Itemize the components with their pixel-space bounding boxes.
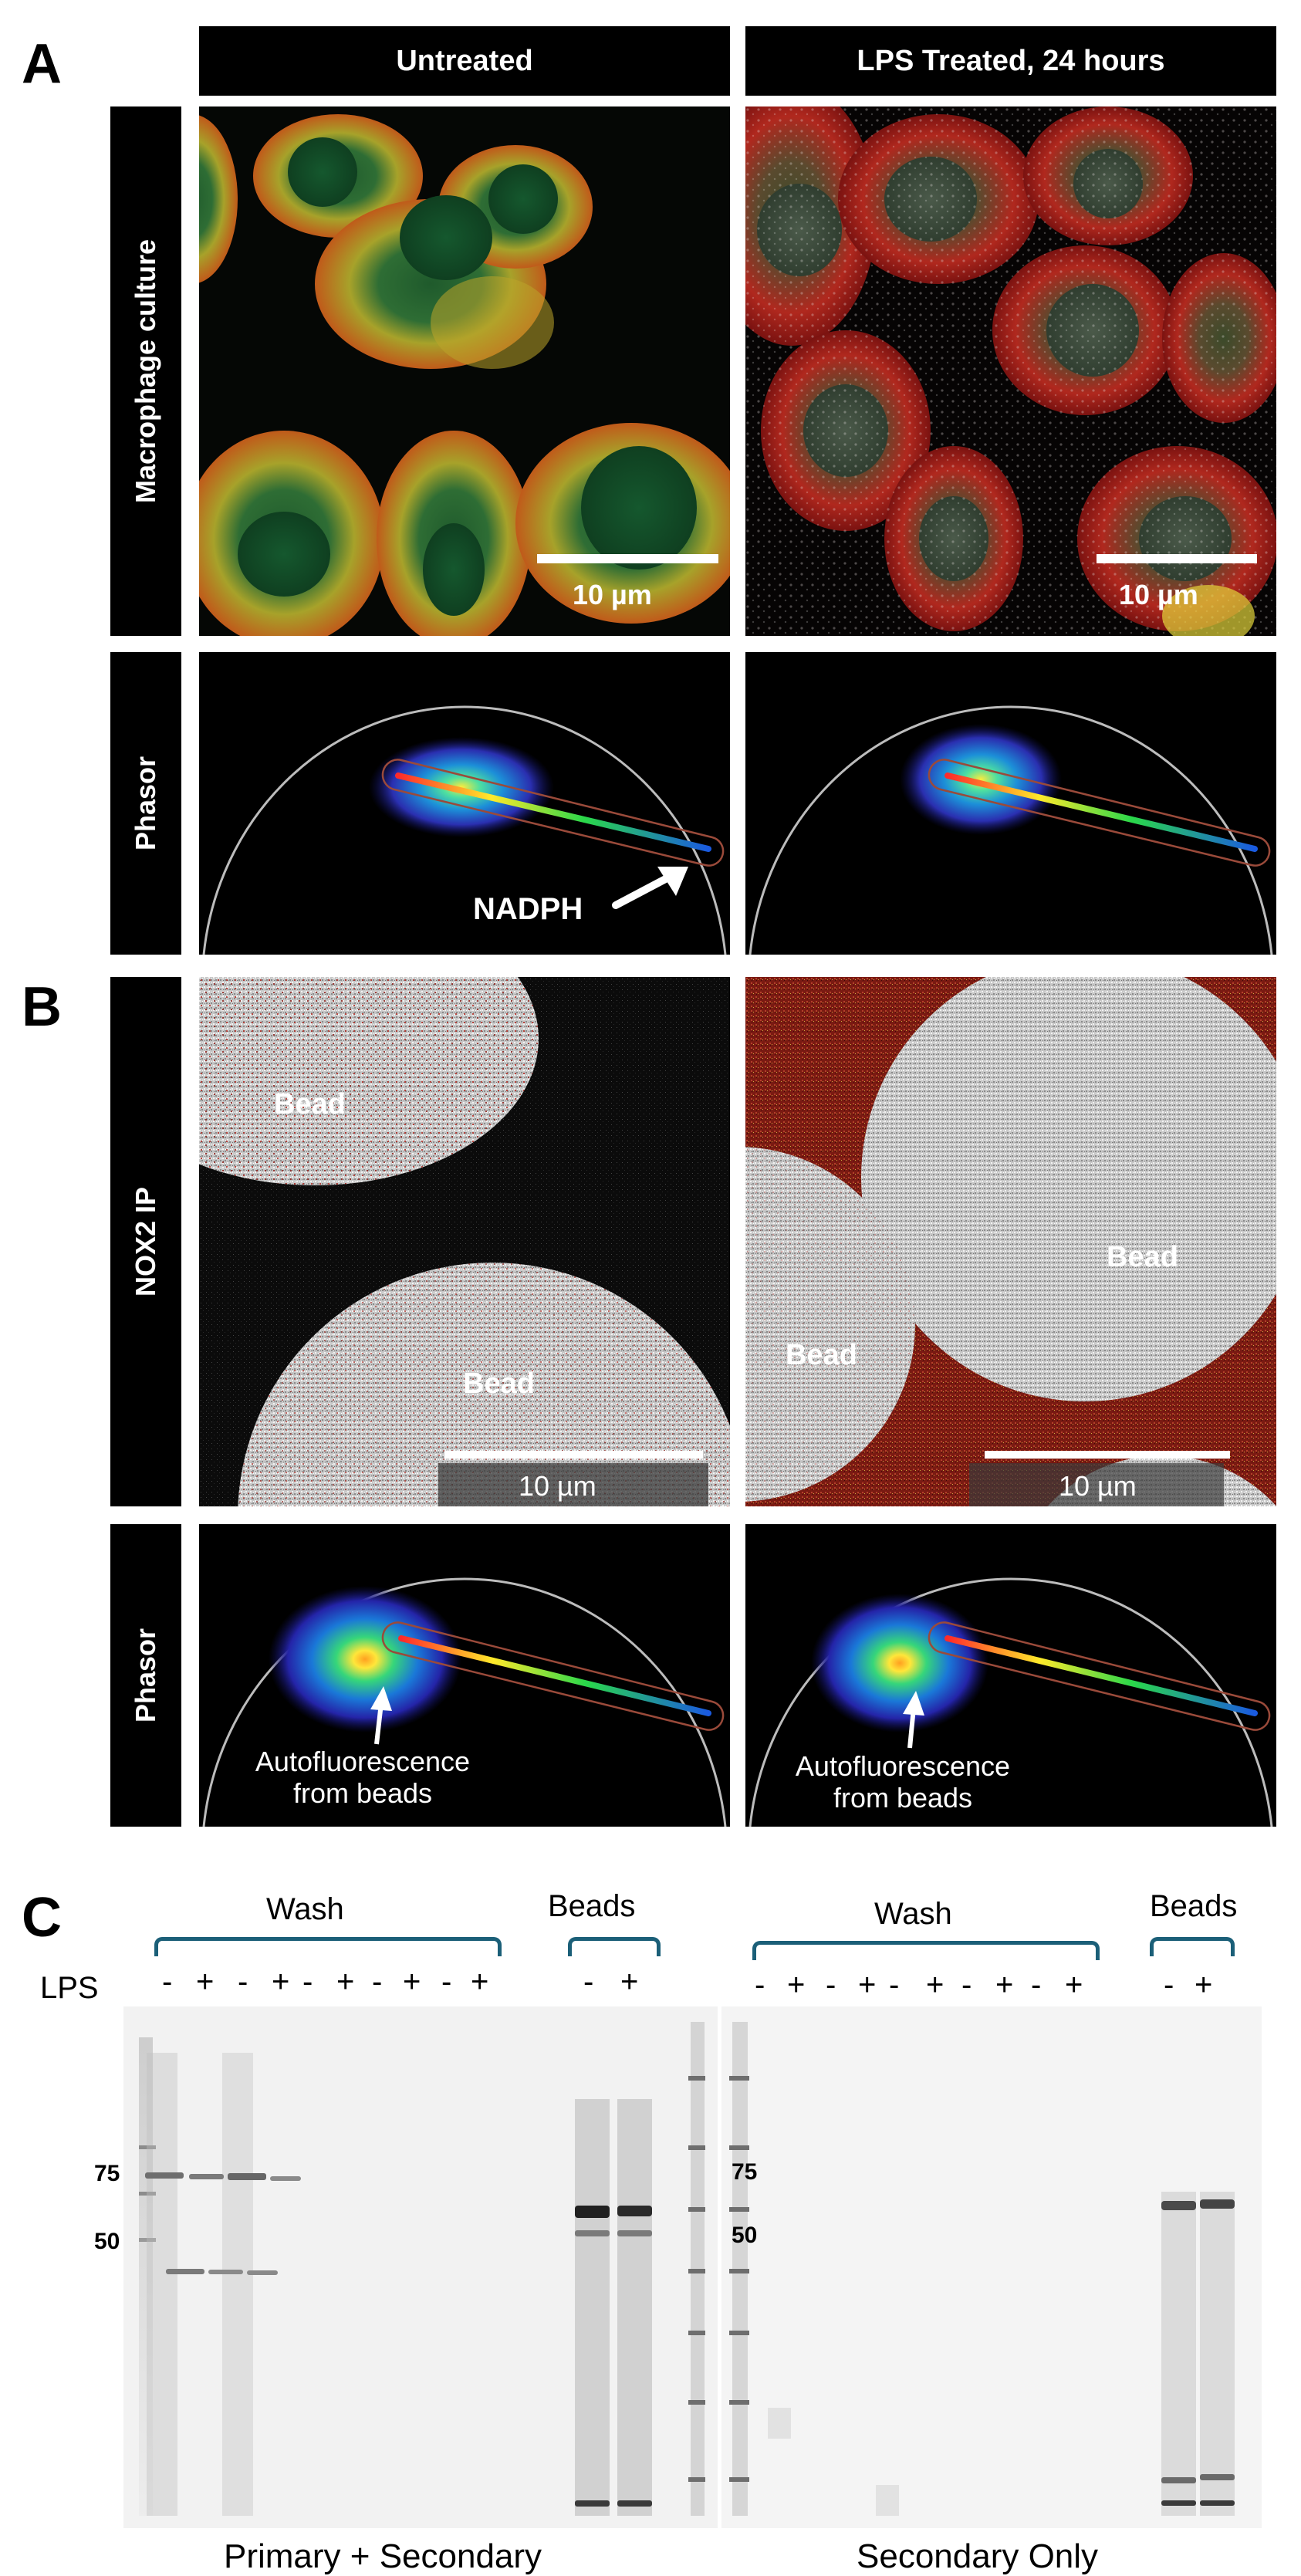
lane-sign: + <box>995 1968 1014 2002</box>
lane-sign: + <box>1065 1968 1083 2002</box>
lane-sign: - <box>826 1968 836 2002</box>
scale-bar-label: 10 µm <box>1059 1470 1137 1502</box>
mw-marker-50: 50 <box>732 2223 758 2248</box>
western-blot-primary-secondary <box>123 2006 718 2528</box>
macrophage-image-untreated <box>199 106 730 636</box>
lane-sign: + <box>403 1965 421 1999</box>
lps-label: LPS <box>40 1971 99 2005</box>
lane-sign: + <box>1195 1968 1213 2002</box>
phasor-plot-untreated <box>199 1524 730 1827</box>
lane-sign: - <box>1164 1968 1174 2002</box>
bead-label: Bead <box>1107 1241 1178 1273</box>
western-blot-secondary-only <box>721 2006 1262 2528</box>
wash-bracket <box>752 1941 1100 1960</box>
autofluorescence-label: Autofluorescence from beads <box>255 1746 471 1810</box>
column-header-untreated: Untreated <box>199 26 730 96</box>
wash-label: Wash <box>266 1892 344 1926</box>
nadph-label: NADPH <box>473 892 583 926</box>
scale-bar-label: 10 µm <box>519 1470 596 1502</box>
beads-label: Beads <box>548 1889 636 1923</box>
lane-sign: - <box>441 1965 452 1999</box>
lane-sign: + <box>858 1968 877 2002</box>
mw-marker-75: 75 <box>732 2159 758 2185</box>
beads-label: Beads <box>1150 1889 1238 1923</box>
lane-sign: - <box>755 1968 765 2002</box>
autofluorescence-label: Autofluorescence from beads <box>795 1750 1011 1814</box>
mw-marker-50: 50 <box>94 2229 120 2254</box>
bead-label: Bead <box>786 1339 857 1371</box>
lane-sign: + <box>471 1965 489 1999</box>
beads-bracket <box>1150 1937 1235 1956</box>
phasor-plot-lps <box>745 1524 1276 1827</box>
gel-caption-secondary-only: Secondary Only <box>857 2537 1099 2575</box>
mw-marker-75: 75 <box>94 2161 120 2186</box>
phasor-plot-lps <box>745 652 1276 955</box>
lane-sign: + <box>620 1965 639 1999</box>
panel-letter-c: C <box>22 1887 62 1949</box>
row-header-nox2-ip: NOX2 IP <box>110 977 181 1506</box>
phasor-plot-untreated <box>199 652 730 955</box>
lane-sign: + <box>787 1968 806 2002</box>
lane-sign: - <box>372 1965 383 1999</box>
row-header-phasor-a: Phasor <box>110 652 181 955</box>
gel-caption-primary-secondary: Primary + Secondary <box>224 2537 542 2575</box>
lane-sign: - <box>583 1965 594 1999</box>
lane-sign: + <box>196 1965 215 1999</box>
wash-bracket <box>154 1937 502 1956</box>
wash-label: Wash <box>874 1897 952 1931</box>
nox2-ip-image-untreated <box>199 977 730 1506</box>
lane-sign: - <box>302 1965 313 1999</box>
lane-sign: - <box>1031 1968 1042 2002</box>
bead-label: Bead <box>274 1088 346 1121</box>
panel-letter-a: A <box>22 33 62 95</box>
macrophage-image-lps <box>745 106 1276 636</box>
beads-bracket <box>568 1937 661 1956</box>
lane-sign: + <box>926 1968 944 2002</box>
panel-letter-b: B <box>22 976 62 1038</box>
row-header-phasor-b: Phasor <box>110 1524 181 1827</box>
lane-sign: - <box>961 1968 972 2002</box>
lane-sign: - <box>889 1968 900 2002</box>
lane-sign: - <box>238 1965 248 1999</box>
lane-sign: + <box>336 1965 355 1999</box>
row-header-macrophage-culture: Macrophage culture <box>110 106 181 636</box>
lane-sign: + <box>272 1965 290 1999</box>
lane-sign: - <box>162 1965 173 1999</box>
nadph-arrow-icon <box>610 860 694 914</box>
bead-label: Bead <box>463 1367 535 1400</box>
scale-bar-label: 10 µm <box>1119 579 1198 610</box>
scale-bar-label: 10 µm <box>573 579 652 610</box>
column-header-lps-treated: LPS Treated, 24 hours <box>745 26 1276 96</box>
nox2-ip-image-lps <box>745 977 1276 1506</box>
